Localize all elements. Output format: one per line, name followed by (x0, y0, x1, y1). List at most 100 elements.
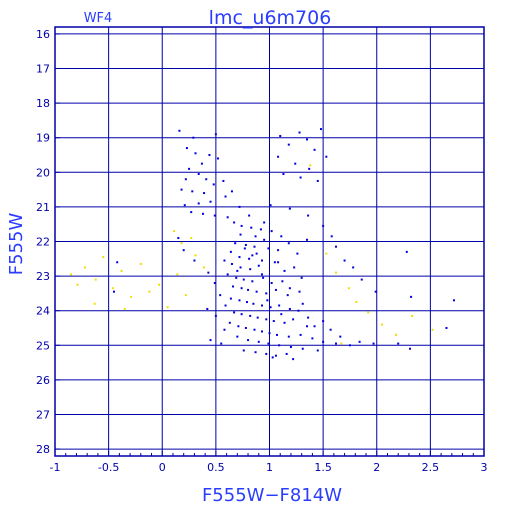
scatter-point-0-4 (194, 152, 197, 155)
scatter-point-0-101 (311, 337, 314, 340)
x-tick-label-2: 0 (159, 461, 166, 474)
scatter-point-0-71 (274, 288, 277, 291)
scatter-point-0-147 (334, 245, 337, 248)
scatter-point-0-19 (197, 202, 200, 205)
scatter-point-1-9 (158, 283, 161, 286)
scatter-point-0-173 (322, 320, 325, 323)
scatter-point-0-63 (270, 282, 273, 285)
scatter-point-1-15 (173, 230, 176, 233)
scatter-point-0-159 (116, 261, 119, 264)
scatter-point-0-127 (452, 299, 455, 302)
scatter-point-0-103 (334, 342, 337, 345)
scatter-point-0-12 (212, 183, 215, 186)
scatter-point-0-20 (209, 200, 212, 203)
scatter-point-0-47 (248, 257, 251, 260)
scatter-point-1-31 (309, 164, 312, 167)
y-tick-label-4: 20 (36, 166, 50, 179)
chart-subtitle: WF4 (84, 11, 113, 26)
scatter-point-0-76 (245, 301, 248, 304)
scatter-point-0-24 (202, 212, 205, 215)
scatter-point-0-77 (252, 302, 255, 305)
x-axis-label: F555W−F814W (202, 485, 342, 506)
scatter-point-1-13 (194, 254, 197, 257)
scatter-point-0-26 (226, 216, 229, 219)
scatter-point-1-23 (347, 287, 350, 290)
scatter-point-0-163 (223, 328, 226, 331)
scatter-point-0-81 (288, 307, 291, 310)
scatter-point-0-131 (319, 128, 322, 131)
scatter-point-0-176 (251, 254, 254, 257)
y-tick-label-12: 28 (36, 443, 50, 456)
y-axis-label: F555W (6, 213, 27, 276)
scatter-point-0-37 (234, 242, 237, 245)
scatter-point-0-64 (281, 280, 284, 283)
scatter-point-0-1 (214, 133, 217, 136)
scatter-point-1-14 (203, 266, 206, 269)
scatter-point-1-3 (102, 256, 105, 259)
scatter-point-0-160 (112, 290, 115, 293)
y-tick-label-9: 25 (36, 339, 50, 352)
scatter-point-0-69 (255, 290, 258, 293)
scatter-point-0-43 (296, 252, 299, 255)
scatter-point-0-104 (348, 344, 351, 347)
scatter-point-0-172 (313, 325, 316, 328)
y-tick-label-2: 18 (36, 97, 50, 110)
scatter-point-1-19 (123, 307, 126, 310)
scatter-point-0-13 (180, 188, 183, 191)
scatter-point-0-56 (283, 269, 286, 272)
scatter-point-0-50 (223, 259, 226, 262)
x-tick-label-3: 0.5 (207, 461, 225, 474)
scatter-point-0-156 (213, 282, 216, 285)
scatter-point-0-18 (183, 204, 186, 207)
scatter-point-0-151 (374, 290, 377, 293)
x-tick-label-7: 2.5 (422, 461, 440, 474)
scatter-point-1-5 (120, 269, 123, 272)
x-tick-label-4: 1 (266, 461, 273, 474)
scatter-point-0-93 (237, 325, 240, 328)
scatter-point-0-169 (288, 287, 291, 290)
y-tick-label-1: 17 (36, 63, 50, 76)
scatter-point-0-170 (297, 309, 300, 312)
scatter-point-0-25 (213, 214, 216, 217)
scatter-point-0-27 (248, 214, 251, 217)
scatter-point-1-10 (166, 306, 169, 309)
scatter-point-1-16 (180, 242, 183, 245)
scatter-point-0-44 (306, 238, 309, 241)
scatter-point-1-26 (381, 323, 384, 326)
scatter-point-0-0 (178, 129, 181, 132)
scatter-point-0-15 (203, 192, 206, 195)
scatter-point-0-150 (360, 278, 363, 281)
scatter-point-0-179 (266, 299, 269, 302)
scatter-point-0-129 (279, 134, 282, 137)
scatter-point-1-25 (367, 311, 370, 314)
scatter-point-0-66 (232, 285, 235, 288)
scatter-point-0-6 (217, 157, 220, 160)
scatter-point-0-82 (301, 302, 304, 305)
scatter-point-0-11 (205, 178, 208, 181)
scatter-point-0-94 (244, 326, 247, 329)
scatter-point-0-36 (263, 238, 266, 241)
scatter-point-1-7 (139, 262, 142, 265)
scatter-point-0-57 (293, 266, 296, 269)
scatter-point-0-74 (229, 297, 232, 300)
scatter-point-0-89 (283, 321, 286, 324)
scatter-point-1-22 (334, 271, 337, 274)
scatter-point-0-162 (214, 314, 217, 317)
y-tick-label-6: 22 (36, 236, 50, 249)
scatter-point-1-24 (355, 301, 358, 304)
scatter-point-0-16 (222, 179, 225, 182)
scatter-point-0-136 (294, 162, 297, 165)
scatter-point-0-53 (249, 268, 252, 271)
scatter-point-0-87 (265, 318, 268, 321)
scatter-point-0-41 (277, 249, 280, 252)
scatter-point-0-106 (247, 339, 250, 342)
scatter-point-0-175 (339, 335, 342, 338)
scatter-point-0-67 (240, 287, 243, 290)
scatter-point-0-115 (265, 352, 268, 355)
scatter-point-0-68 (247, 288, 250, 291)
scatter-point-0-10 (184, 178, 187, 181)
scatter-point-0-105 (236, 335, 239, 338)
scatter-point-0-29 (240, 224, 243, 227)
scatter-point-0-45 (229, 250, 232, 253)
